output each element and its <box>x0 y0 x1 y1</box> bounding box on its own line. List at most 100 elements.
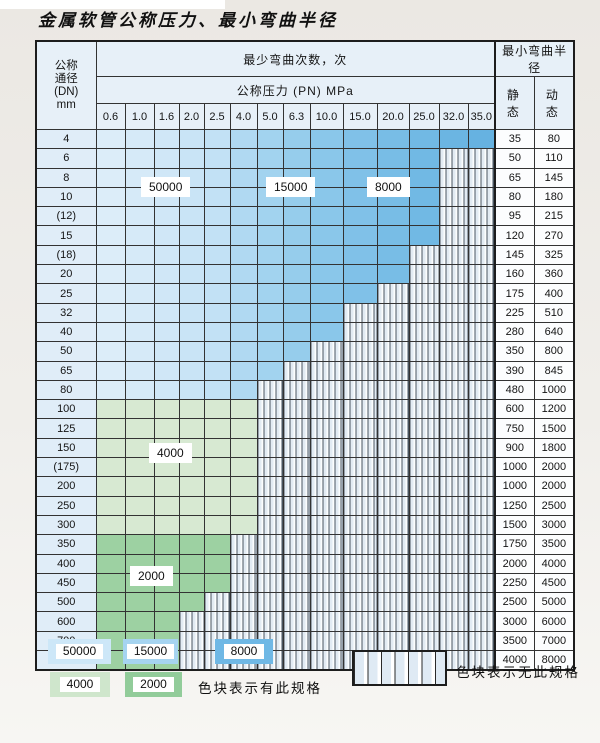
spec-unavailable-cell <box>438 148 469 169</box>
spec-unavailable-cell <box>342 553 378 574</box>
dynamic-radius-cell: 110 <box>533 148 575 169</box>
spec-unavailable-cell <box>438 399 469 420</box>
spec-available-cell <box>203 225 231 246</box>
spec-available-cell <box>178 418 205 439</box>
spec-available-cell <box>282 321 311 343</box>
dn-cell: 300 <box>35 514 97 536</box>
spec-unavailable-cell <box>408 592 440 613</box>
spec-available-cell <box>178 128 205 150</box>
spec-available-cell <box>309 206 344 227</box>
spec-table: 公称 通径 (DN) mm 最少弯曲次数，次 最小弯曲半径 公称压力 (PN) MPa… <box>35 40 576 671</box>
spec-available-cell <box>153 244 180 266</box>
spec-unavailable-cell <box>376 360 410 381</box>
static-radius-cell: 1750 <box>494 534 535 555</box>
dn-cell: 50 <box>35 341 97 362</box>
spec-available-cell <box>178 264 205 285</box>
spec-unavailable-cell <box>282 476 311 497</box>
dynamic-radius-cell: 215 <box>533 206 575 227</box>
spec-available-cell <box>178 321 205 343</box>
dynamic-radius-cell: 2500 <box>533 495 575 516</box>
static-radius-cell: 600 <box>494 399 535 420</box>
spec-unavailable-cell <box>256 495 284 516</box>
spec-unavailable-cell <box>342 611 378 632</box>
pressure-value-header: 2.5 <box>203 103 231 130</box>
spec-unavailable-cell <box>309 553 344 574</box>
spec-unavailable-cell <box>282 418 311 439</box>
table-row: (175) 1000 2000 <box>35 457 575 478</box>
spec-available-cell <box>124 418 155 439</box>
static-radius-cell: 280 <box>494 321 535 343</box>
static-column-header: 静 态 <box>494 76 535 130</box>
spec-available-cell <box>229 128 258 150</box>
static-radius-cell: 65 <box>494 167 535 188</box>
spec-unavailable-cell <box>256 379 284 401</box>
spec-unavailable-cell <box>282 611 311 632</box>
spec-available-cell <box>95 167 126 188</box>
spec-unavailable-cell <box>342 572 378 594</box>
spec-available-cell <box>408 128 440 150</box>
spec-available-cell <box>124 321 155 343</box>
spec-unavailable-cell <box>376 534 410 555</box>
pressure-value-header: 4.0 <box>229 103 258 130</box>
spec-available-cell <box>124 225 155 246</box>
dn-cell: 10 <box>35 186 97 208</box>
spec-unavailable-cell <box>282 534 311 555</box>
spec-available-cell <box>229 514 258 536</box>
dynamic-radius-cell: 360 <box>533 264 575 285</box>
spec-available-cell <box>408 225 440 246</box>
table-row: 500 2500 5000 <box>35 592 575 613</box>
bend-cycles-header: 最少弯曲次数，次 <box>95 40 496 77</box>
spec-unavailable-cell <box>282 379 311 401</box>
spec-unavailable-cell <box>438 360 469 381</box>
legend-chip: 4000 <box>50 672 110 697</box>
spec-available-cell <box>376 206 410 227</box>
spec-available-cell <box>309 225 344 246</box>
dynamic-radius-cell: 80 <box>533 128 575 150</box>
table-row: 20 160 360 <box>35 264 575 285</box>
spec-available-cell <box>203 283 231 304</box>
pressure-value-header: 20.0 <box>376 103 410 130</box>
dn-cell: 200 <box>35 476 97 497</box>
dynamic-radius-cell: 1500 <box>533 418 575 439</box>
dn-cell: 32 <box>35 302 97 323</box>
spec-available-cell <box>178 495 205 516</box>
spec-available-cell <box>124 244 155 266</box>
spec-available-cell <box>229 341 258 362</box>
spec-available-cell <box>282 264 311 285</box>
legend-has-spec-note: 色块表示有此规格 <box>198 681 322 696</box>
dynamic-radius-cell: 1000 <box>533 379 575 401</box>
static-radius-cell: 1250 <box>494 495 535 516</box>
spec-available-cell <box>376 264 410 285</box>
spec-unavailable-cell <box>342 437 378 459</box>
static-radius-cell: 350 <box>494 341 535 362</box>
spec-available-cell <box>95 341 126 362</box>
spec-unavailable-cell <box>309 650 344 671</box>
spec-unavailable-cell <box>408 379 440 401</box>
dn-cell: 350 <box>35 534 97 555</box>
spec-available-cell <box>124 592 155 613</box>
spec-available-cell <box>178 553 205 574</box>
spec-available-cell <box>153 399 180 420</box>
pressure-value-header: 10.0 <box>309 103 344 130</box>
spec-unavailable-cell <box>438 264 469 285</box>
spec-available-cell <box>203 418 231 439</box>
dn-cell: 250 <box>35 495 97 516</box>
pressure-value-header: 6.3 <box>282 103 311 130</box>
spec-available-cell <box>178 534 205 555</box>
spec-available-cell <box>256 360 284 381</box>
spec-unavailable-cell <box>282 437 311 459</box>
spec-available-cell <box>256 341 284 362</box>
dn-header-line: (DN) <box>54 85 79 98</box>
spec-available-cell <box>309 167 344 188</box>
spec-unavailable-cell <box>309 592 344 613</box>
spec-unavailable-cell <box>309 534 344 555</box>
spec-unavailable-cell <box>256 418 284 439</box>
dn-cell: 100 <box>35 399 97 420</box>
spec-available-cell <box>95 148 126 169</box>
spec-available-cell <box>153 264 180 285</box>
spec-unavailable-cell <box>408 495 440 516</box>
spec-unavailable-cell <box>309 495 344 516</box>
spec-available-cell <box>178 341 205 362</box>
spec-available-cell <box>153 128 180 150</box>
